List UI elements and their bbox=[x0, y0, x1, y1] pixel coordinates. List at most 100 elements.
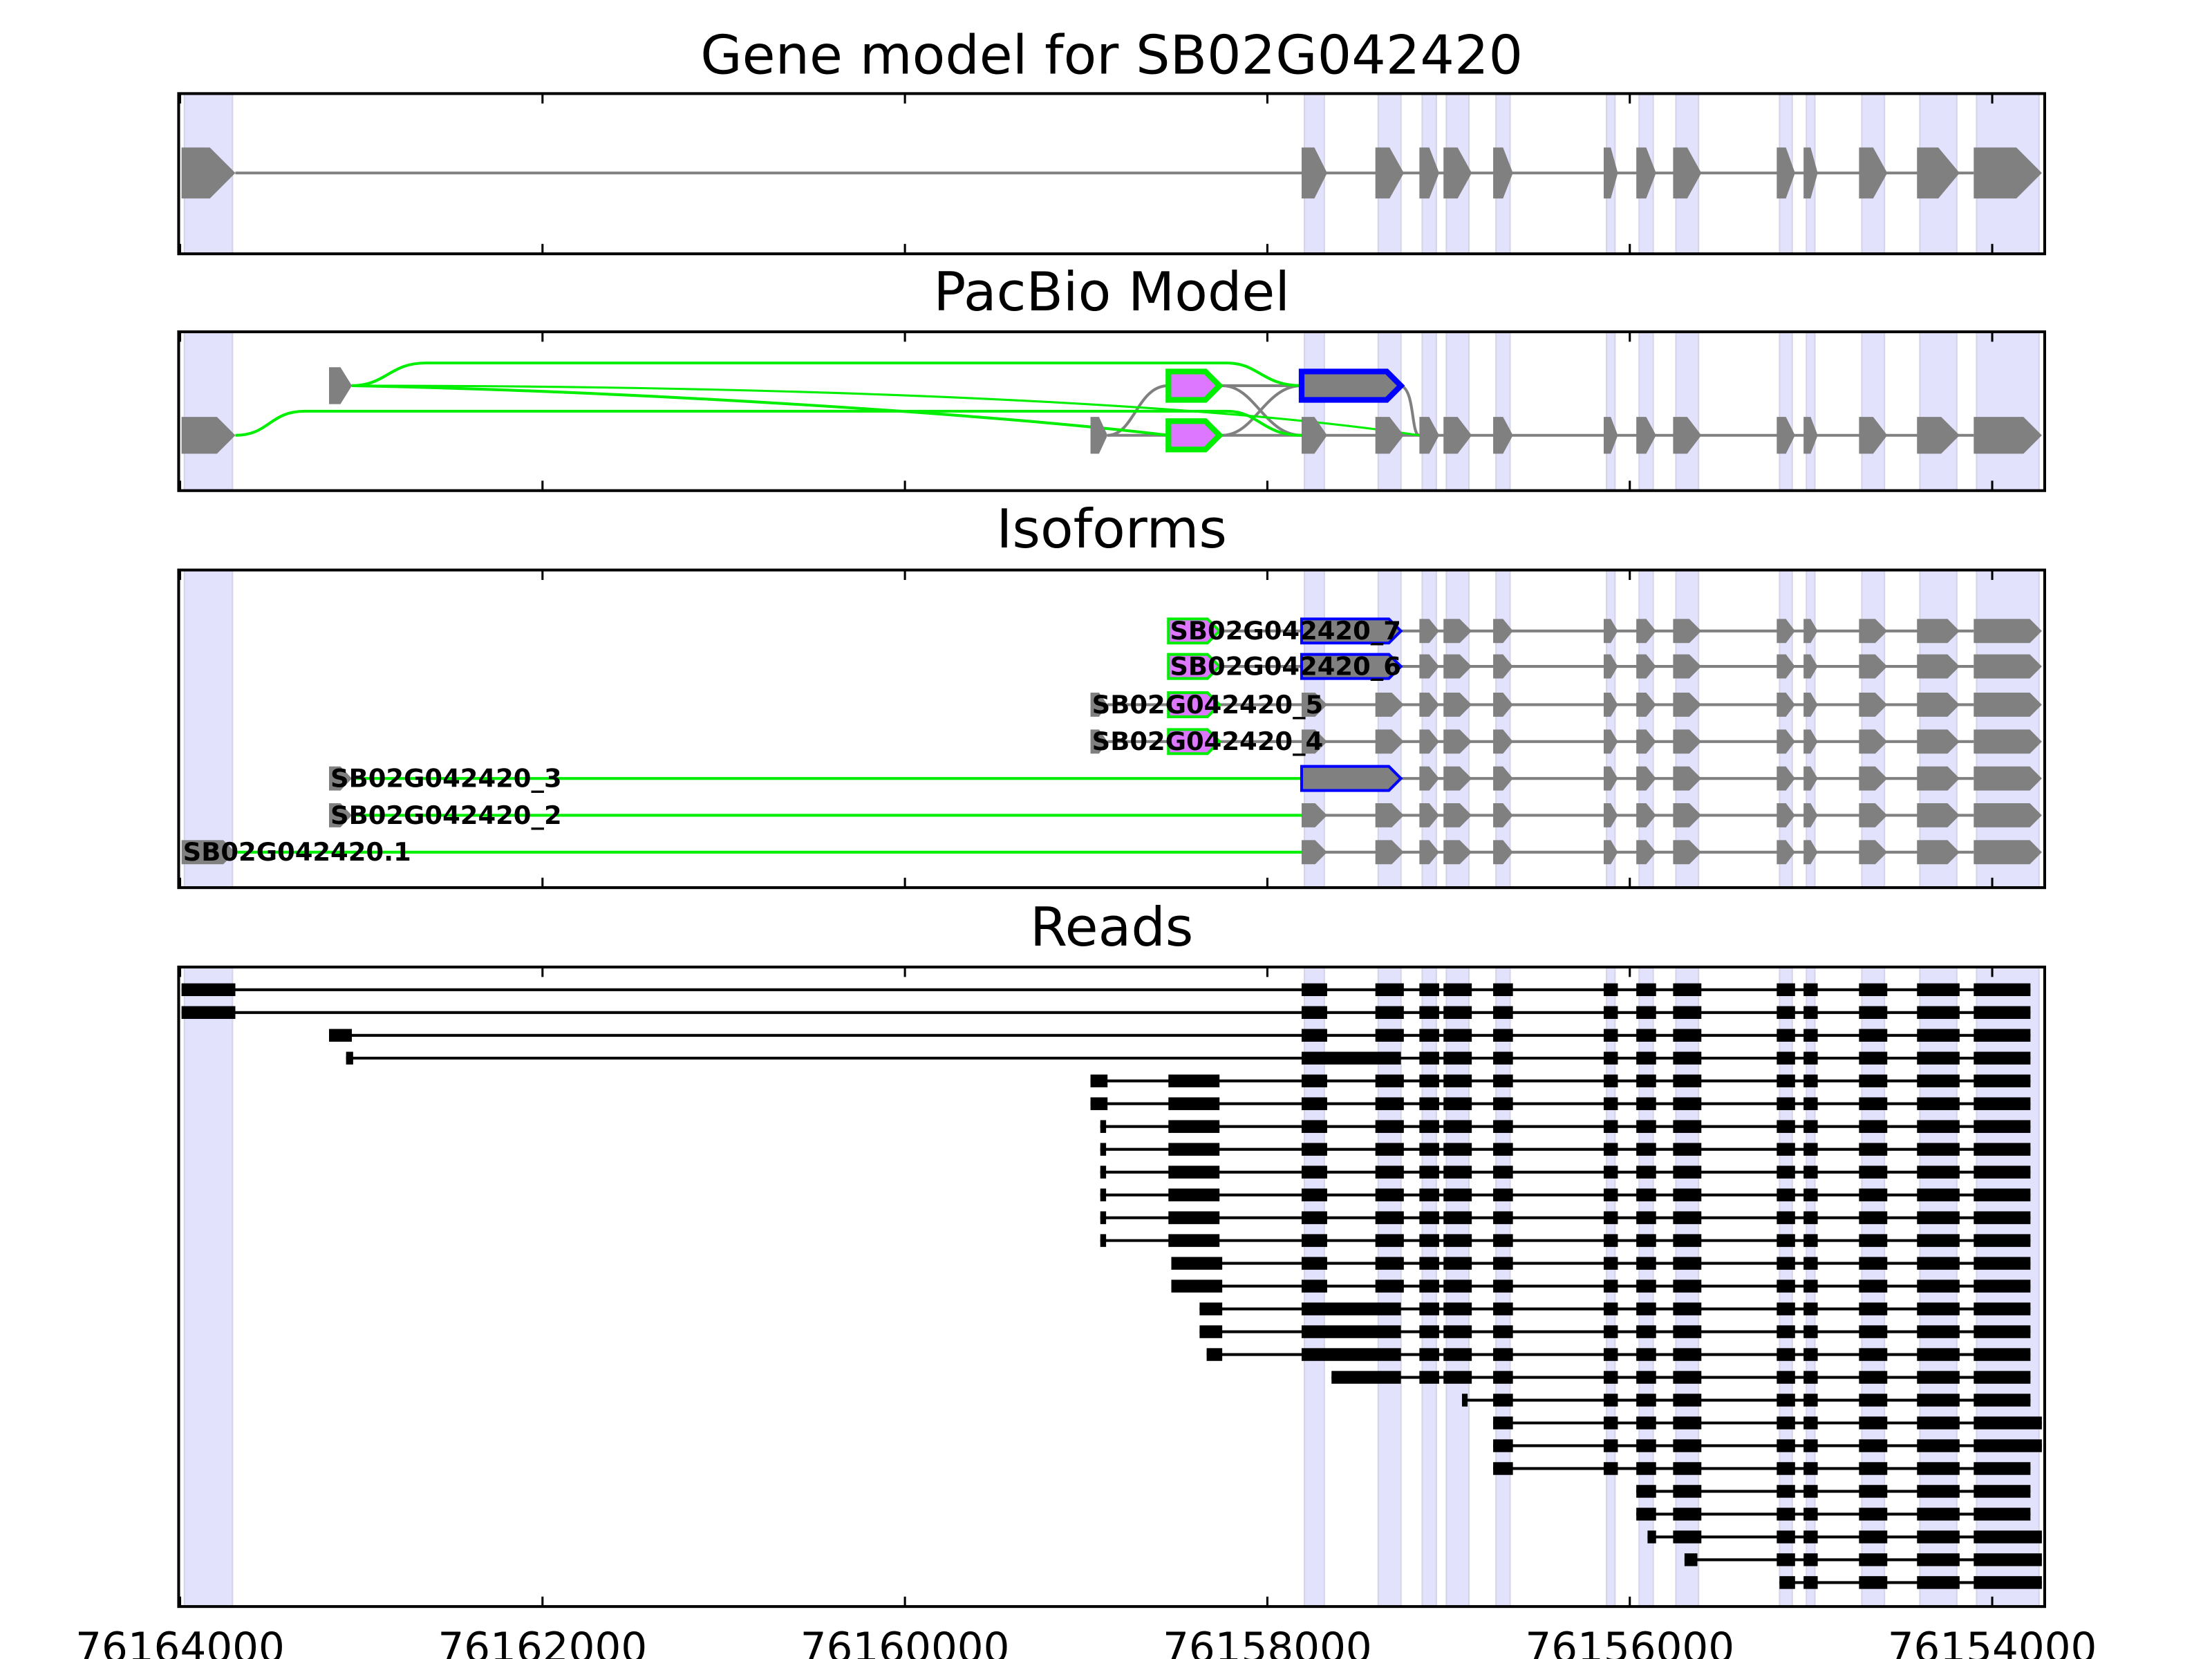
read-block bbox=[1974, 1165, 2031, 1179]
read-block bbox=[1603, 1439, 1618, 1452]
read-block bbox=[1419, 1051, 1439, 1065]
isoforms-highlight-band bbox=[1638, 569, 1654, 889]
isoform-label: SB02G042420_4 bbox=[1092, 727, 1324, 756]
read-block bbox=[1419, 1097, 1439, 1110]
read-block bbox=[1493, 1280, 1513, 1293]
read-row bbox=[1647, 1530, 2042, 1544]
read-row bbox=[1100, 1211, 2031, 1224]
read-block bbox=[1636, 1302, 1656, 1315]
read-block bbox=[1917, 1051, 1960, 1065]
read-block bbox=[1100, 1234, 1107, 1247]
read-row bbox=[181, 983, 2031, 997]
isoform-row: SB02G042420.1 bbox=[181, 837, 2042, 867]
read-block bbox=[1419, 1029, 1439, 1042]
read-block bbox=[1777, 1120, 1795, 1133]
read-block bbox=[1636, 1348, 1656, 1361]
read-block bbox=[1803, 1029, 1818, 1042]
read-block bbox=[1419, 1165, 1439, 1179]
read-block bbox=[1419, 983, 1439, 997]
read-row bbox=[1206, 1348, 2031, 1361]
novel-exon bbox=[1165, 368, 1224, 403]
x-tick-label: 76156000 bbox=[1525, 1624, 1734, 1659]
pacbio-exon bbox=[1859, 417, 1888, 454]
read-block bbox=[1673, 1416, 1702, 1430]
read-block bbox=[1636, 1371, 1656, 1384]
read-block bbox=[1493, 1006, 1513, 1020]
exon bbox=[1803, 840, 1818, 865]
pacbio-exon bbox=[329, 367, 353, 404]
read-block bbox=[1917, 1348, 1960, 1361]
pacbio-highlight-band bbox=[183, 330, 234, 491]
x-tick-label: 76154000 bbox=[1888, 1624, 2097, 1659]
read-block bbox=[1859, 1257, 1888, 1270]
isoform-row: SB02G042420_3 bbox=[329, 763, 2042, 793]
read-block bbox=[1168, 1188, 1220, 1201]
pacbio-highlight-band bbox=[1919, 330, 1958, 491]
isoforms-highlight-band bbox=[1779, 569, 1793, 889]
read-block bbox=[1443, 1097, 1472, 1110]
novel-exon bbox=[1167, 617, 1222, 645]
read-block bbox=[1803, 1051, 1818, 1065]
read-block bbox=[1974, 1553, 2042, 1566]
read-block bbox=[1375, 1257, 1404, 1270]
read-block bbox=[1168, 1074, 1220, 1087]
read-block bbox=[1803, 1257, 1818, 1270]
read-block bbox=[1673, 1211, 1702, 1224]
read-block bbox=[1777, 1165, 1795, 1179]
read-block bbox=[1917, 1416, 1960, 1430]
read-row bbox=[1493, 1439, 2042, 1452]
exon bbox=[1443, 840, 1472, 865]
read-block bbox=[1917, 1211, 1960, 1224]
read-block bbox=[1673, 1006, 1702, 1020]
read-block bbox=[1090, 1097, 1108, 1110]
read-block bbox=[1684, 1553, 1698, 1566]
exon bbox=[1803, 654, 1818, 679]
read-block bbox=[1974, 1485, 2031, 1498]
read-block bbox=[1419, 1074, 1439, 1087]
read-block bbox=[1974, 1143, 2031, 1156]
pacbio-highlight-band bbox=[1861, 330, 1886, 491]
read-block bbox=[1917, 1462, 1960, 1475]
exon bbox=[1301, 803, 1327, 827]
read-block bbox=[1636, 1006, 1656, 1020]
gene-model-exon bbox=[1443, 147, 1472, 199]
pacbio-frame bbox=[177, 330, 2046, 492]
read-block bbox=[1803, 1211, 1818, 1224]
read-block bbox=[1636, 1120, 1656, 1133]
read-block bbox=[1493, 1165, 1513, 1179]
read-block bbox=[1603, 1348, 1618, 1361]
read-block bbox=[1100, 1165, 1107, 1179]
read-block bbox=[1419, 1211, 1439, 1224]
read-block bbox=[1301, 1097, 1327, 1110]
read-block bbox=[1375, 1097, 1404, 1110]
read-block bbox=[1859, 1188, 1888, 1201]
read-block bbox=[1917, 1188, 1960, 1201]
read-block bbox=[1375, 1006, 1404, 1020]
read-block bbox=[1777, 1188, 1795, 1201]
read-block bbox=[1301, 1325, 1401, 1338]
read-block bbox=[1301, 1188, 1327, 1201]
read-block bbox=[1603, 1120, 1618, 1133]
read-block bbox=[1974, 1029, 2031, 1042]
read-block bbox=[1917, 1325, 1960, 1338]
read-block bbox=[1419, 1302, 1439, 1315]
read-block bbox=[1375, 1029, 1404, 1042]
read-block bbox=[1301, 1257, 1327, 1270]
exon bbox=[1603, 619, 1618, 644]
x-tick-label: 76158000 bbox=[1163, 1624, 1372, 1659]
pacbio-exon bbox=[1375, 417, 1404, 454]
novel-exon bbox=[1167, 691, 1222, 718]
isoforms-highlight-band bbox=[1806, 569, 1816, 889]
x-tick-label: 76160000 bbox=[800, 1624, 1010, 1659]
read-block bbox=[1168, 1120, 1220, 1133]
read-block bbox=[1777, 1006, 1795, 1020]
read-block bbox=[1777, 1074, 1795, 1087]
read-block bbox=[1419, 1234, 1439, 1247]
gene-model-exon bbox=[1859, 147, 1888, 199]
read-block bbox=[1777, 1416, 1795, 1430]
read-block bbox=[1636, 1188, 1656, 1201]
read-block bbox=[1803, 1576, 1818, 1589]
exon bbox=[1803, 729, 1818, 754]
read-block bbox=[1803, 1371, 1818, 1384]
